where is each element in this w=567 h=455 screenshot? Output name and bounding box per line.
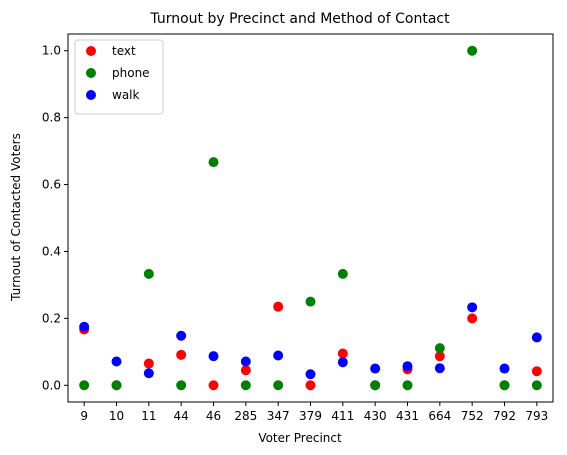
point-walk-379 bbox=[305, 369, 316, 380]
point-phone-285 bbox=[240, 380, 251, 391]
y-tick-label: 0.0 bbox=[42, 378, 61, 392]
point-walk-10 bbox=[111, 356, 122, 367]
point-walk-9 bbox=[79, 321, 90, 332]
point-walk-792 bbox=[499, 363, 510, 374]
series-phone bbox=[79, 45, 542, 391]
x-tick-label: 792 bbox=[493, 409, 516, 423]
legend-marker-walk bbox=[86, 90, 96, 100]
point-walk-793 bbox=[531, 332, 542, 343]
point-phone-431 bbox=[402, 380, 413, 391]
point-phone-379 bbox=[305, 296, 316, 307]
chart-title: Turnout by Precinct and Method of Contac… bbox=[149, 11, 450, 27]
point-phone-411 bbox=[337, 268, 348, 279]
point-text-664 bbox=[434, 351, 445, 362]
legend-label-walk: walk bbox=[112, 88, 140, 102]
x-tick-label: 430 bbox=[364, 409, 387, 423]
x-tick-label: 379 bbox=[299, 409, 322, 423]
y-tick-label: 1.0 bbox=[42, 44, 61, 58]
legend-marker-text bbox=[86, 46, 96, 56]
x-tick-label: 10 bbox=[109, 409, 124, 423]
y-tick-label: 0.8 bbox=[42, 111, 61, 125]
x-tick-label: 11 bbox=[141, 409, 156, 423]
x-tick-label: 752 bbox=[461, 409, 484, 423]
plot-area: 0.0 0.2 0.4 0.6 0.8 1.0 9 10 11 44 46 285 347 379 411 4… bbox=[42, 33, 554, 423]
x-axis-label: Voter Precinct bbox=[258, 431, 342, 445]
point-phone-430 bbox=[370, 380, 381, 391]
series-walk bbox=[79, 302, 542, 380]
x-tick-label: 431 bbox=[396, 409, 419, 423]
point-text-752 bbox=[467, 313, 478, 324]
point-phone-347 bbox=[273, 380, 284, 391]
point-walk-11 bbox=[143, 368, 154, 379]
point-phone-11 bbox=[143, 268, 154, 279]
point-text-44 bbox=[176, 349, 187, 360]
point-walk-46 bbox=[208, 351, 219, 362]
point-phone-793 bbox=[531, 380, 542, 391]
point-walk-285 bbox=[240, 356, 251, 367]
y-tick-label: 0.6 bbox=[42, 178, 61, 192]
point-text-285 bbox=[240, 365, 251, 376]
x-tick-label: 46 bbox=[206, 409, 221, 423]
x-tick-label: 285 bbox=[234, 409, 257, 423]
point-text-379 bbox=[305, 380, 316, 391]
point-text-11 bbox=[143, 358, 154, 369]
point-phone-10 bbox=[111, 380, 122, 391]
point-walk-752 bbox=[467, 302, 478, 313]
point-text-793 bbox=[531, 366, 542, 377]
x-tick-label: 793 bbox=[525, 409, 548, 423]
point-phone-46 bbox=[208, 157, 219, 168]
legend: text phone walk bbox=[74, 39, 164, 115]
y-tick-label: 0.4 bbox=[42, 244, 61, 258]
point-text-347 bbox=[273, 301, 284, 312]
legend-box bbox=[74, 39, 164, 115]
point-walk-431 bbox=[402, 361, 413, 372]
x-tick-label: 9 bbox=[80, 409, 88, 423]
point-phone-9 bbox=[79, 380, 90, 391]
x-tick-label: 347 bbox=[267, 409, 290, 423]
point-walk-347 bbox=[273, 350, 284, 361]
point-text-46 bbox=[208, 380, 219, 391]
legend-marker-phone bbox=[86, 68, 96, 78]
point-walk-411 bbox=[337, 357, 348, 368]
point-walk-44 bbox=[176, 330, 187, 341]
y-tick-label: 0.2 bbox=[42, 311, 61, 325]
point-text-411 bbox=[337, 348, 348, 359]
y-axis-label: Turnout of Contacted Voters bbox=[9, 133, 23, 302]
point-phone-44 bbox=[176, 380, 187, 391]
legend-label-phone: phone bbox=[112, 66, 150, 80]
point-walk-664 bbox=[434, 363, 445, 374]
x-tick-label: 664 bbox=[428, 409, 451, 423]
point-phone-792 bbox=[499, 380, 510, 391]
point-walk-430 bbox=[370, 363, 381, 374]
legend-label-text: text bbox=[112, 44, 136, 58]
point-phone-752 bbox=[467, 45, 478, 56]
x-tick-label: 411 bbox=[331, 409, 354, 423]
point-phone-664 bbox=[434, 343, 445, 354]
x-tick-label: 44 bbox=[174, 409, 189, 423]
